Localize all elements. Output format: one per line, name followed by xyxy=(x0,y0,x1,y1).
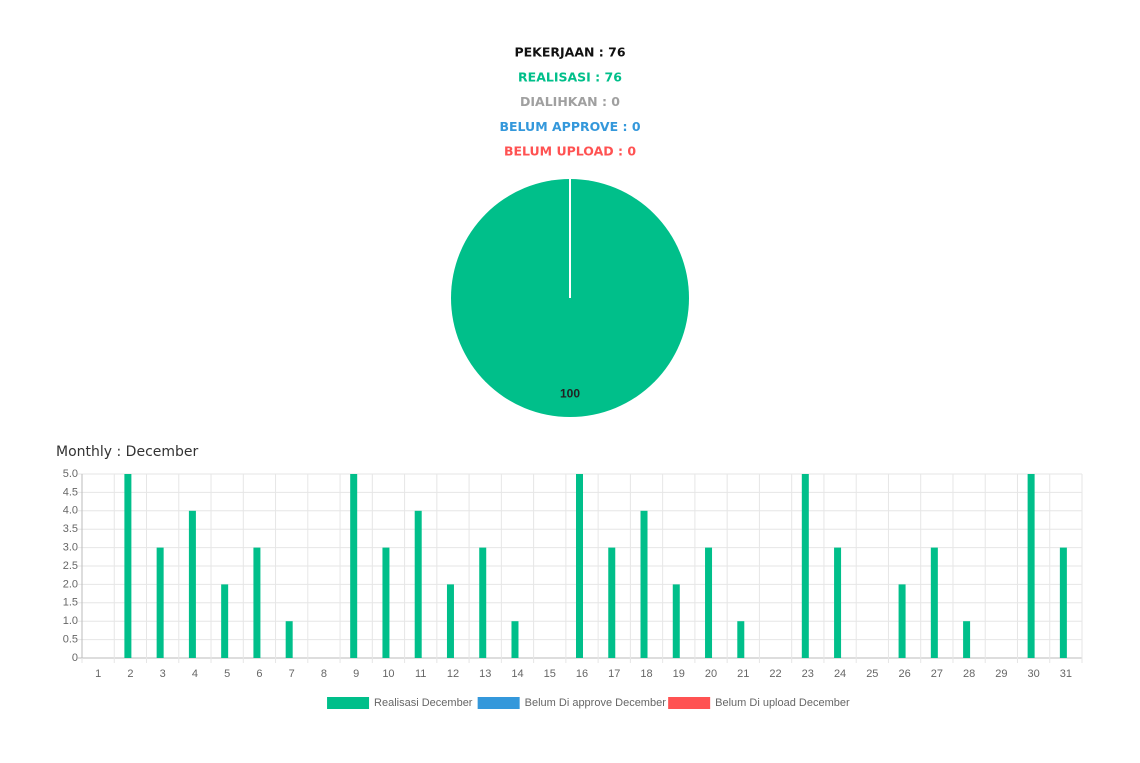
x-tick-label: 7 xyxy=(289,668,295,680)
x-tick-label: 4 xyxy=(192,668,198,680)
bar xyxy=(672,584,680,658)
x-tick-label: 25 xyxy=(866,668,878,680)
slice-label: 100 xyxy=(560,387,580,401)
bar xyxy=(1059,547,1067,658)
x-tick-label: 24 xyxy=(834,668,846,680)
bar xyxy=(834,547,842,658)
bar xyxy=(801,474,809,658)
bar xyxy=(1027,474,1035,658)
y-tick-label: 4.5 xyxy=(63,486,78,498)
bar xyxy=(124,474,132,658)
bar xyxy=(382,547,390,658)
legend-swatch xyxy=(327,697,370,709)
x-tick-label: 6 xyxy=(256,668,262,680)
bar xyxy=(898,584,906,658)
y-tick-label: 3.5 xyxy=(63,523,78,535)
x-tick-label: 10 xyxy=(382,668,394,680)
x-tick-label: 15 xyxy=(544,668,556,680)
x-tick-label: 18 xyxy=(640,668,652,680)
summary-line: REALISASI : 76 xyxy=(518,69,622,84)
bar xyxy=(640,510,648,658)
bar xyxy=(253,547,261,658)
legend-label: Belum Di approve December xyxy=(525,697,667,709)
y-tick-label: 2.0 xyxy=(63,578,78,590)
x-tick-label: 2 xyxy=(127,668,133,680)
legend-swatch xyxy=(668,697,711,709)
bar xyxy=(963,621,971,658)
y-tick-label: 0.5 xyxy=(63,634,78,646)
bar xyxy=(446,584,454,658)
x-tick-label: 27 xyxy=(931,668,943,680)
y-tick-label: 1.0 xyxy=(63,615,78,627)
bar xyxy=(479,547,487,658)
x-tick-label: 19 xyxy=(673,668,685,680)
bar xyxy=(414,510,422,658)
x-tick-label: 31 xyxy=(1060,668,1072,680)
y-tick-label: 4.0 xyxy=(63,505,78,517)
x-tick-label: 11 xyxy=(415,668,426,680)
summary-line: BELUM UPLOAD : 0 xyxy=(504,144,636,159)
bar xyxy=(576,474,583,658)
bar xyxy=(608,547,616,658)
y-tick-label: 5.0 xyxy=(63,468,78,480)
bar xyxy=(737,621,745,658)
x-tick-label: 26 xyxy=(898,668,910,680)
x-tick-label: 9 xyxy=(353,668,359,680)
summary-line: BELUM APPROVE : 0 xyxy=(499,119,640,134)
legend-label: Belum Di upload December xyxy=(715,697,850,709)
x-tick-label: 17 xyxy=(608,668,620,680)
legend-label: Realisasi December xyxy=(374,697,473,709)
x-tick-label: 1 xyxy=(95,668,101,680)
bar xyxy=(350,474,358,658)
x-tick-label: 21 xyxy=(737,668,749,680)
y-tick-label: 3.0 xyxy=(63,542,78,554)
bar xyxy=(221,584,229,658)
x-tick-label: 13 xyxy=(479,668,491,680)
bar-chart-title: Monthly : December xyxy=(56,444,199,460)
x-tick-label: 29 xyxy=(995,668,1007,680)
x-tick-label: 22 xyxy=(769,668,781,680)
x-tick-label: 30 xyxy=(1027,668,1039,680)
bar xyxy=(285,621,293,658)
x-tick-label: 16 xyxy=(576,668,588,680)
bar xyxy=(188,510,196,658)
x-tick-label: 23 xyxy=(802,668,814,680)
summary-line: DIALIHKAN : 0 xyxy=(520,94,620,109)
bar xyxy=(511,621,519,658)
legend-swatch xyxy=(477,697,520,709)
x-tick-label: 3 xyxy=(160,668,166,680)
x-tick-label: 20 xyxy=(705,668,717,680)
x-tick-label: 28 xyxy=(963,668,975,680)
summary-line: PEKERJAAN : 76 xyxy=(514,45,625,60)
x-tick-label: 14 xyxy=(511,668,523,680)
y-tick-label: 0 xyxy=(72,652,78,664)
y-tick-label: 2.5 xyxy=(63,560,78,572)
bar xyxy=(156,547,164,658)
bar xyxy=(930,547,938,658)
x-tick-label: 5 xyxy=(224,668,230,680)
x-tick-label: 12 xyxy=(447,668,459,680)
bar xyxy=(705,547,713,658)
y-tick-label: 1.5 xyxy=(63,597,78,609)
x-tick-label: 8 xyxy=(321,668,327,680)
